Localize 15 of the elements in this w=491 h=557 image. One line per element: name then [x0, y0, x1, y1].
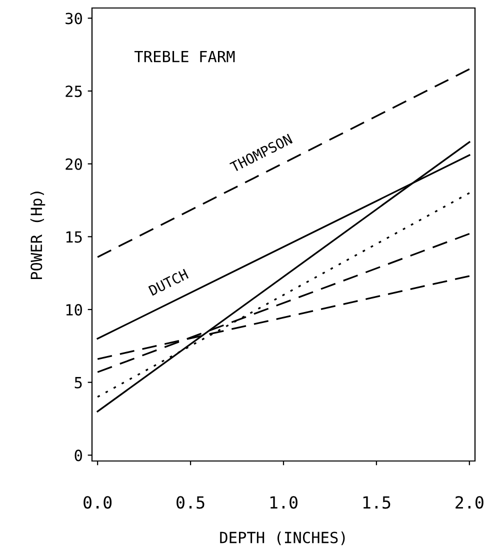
y-tick-label: 30	[66, 12, 82, 24]
x-tick-label: 0.0	[84, 496, 112, 509]
y-tick-label: 15	[66, 231, 82, 243]
y-tick-label: 20	[66, 158, 82, 170]
y-tick-label: 5	[74, 377, 82, 388]
y-tick-label: 25	[66, 86, 82, 98]
x-tick-label: 0.5	[176, 496, 204, 509]
y-tick-label: 10	[66, 304, 82, 316]
x-axis-title: DEPTH (INCHES)	[220, 531, 345, 546]
y-tick-label: 0	[74, 450, 82, 462]
x-tick-label: 2.0	[456, 496, 484, 509]
text: TREBLE FARM	[134, 50, 235, 62]
x-tick-label: 1.5	[363, 496, 390, 509]
x-tick-label: 1.0	[270, 496, 298, 509]
y-axis-title: POWER (Hp)	[30, 192, 46, 280]
